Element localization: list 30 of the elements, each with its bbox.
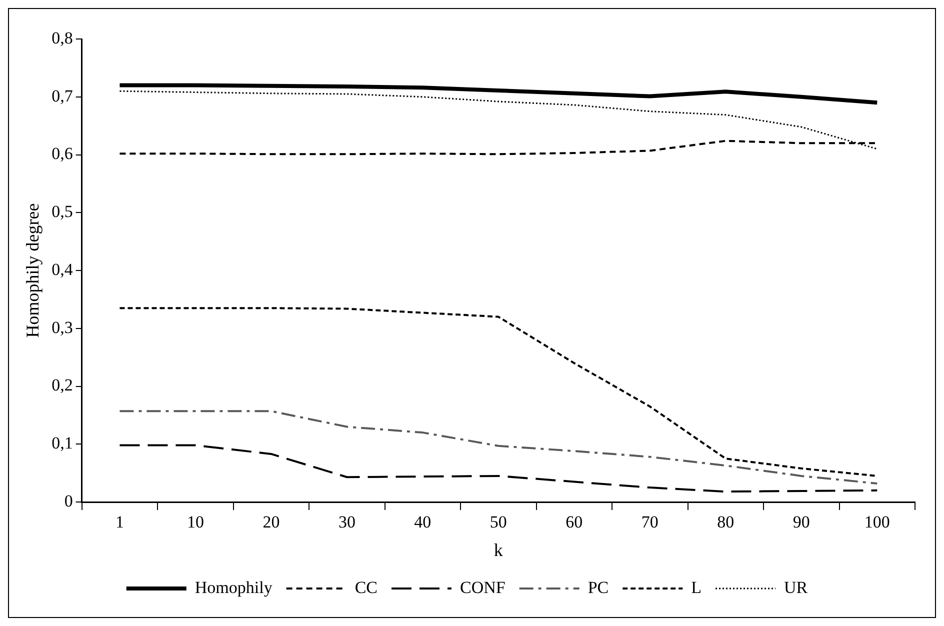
legend-label: CC bbox=[354, 578, 378, 597]
y-tick-label: 0,8 bbox=[52, 28, 73, 48]
x-tick-label: 40 bbox=[414, 512, 432, 532]
x-tick-label: 90 bbox=[792, 512, 810, 532]
x-tick-label: 70 bbox=[641, 512, 658, 532]
legend-label: L bbox=[691, 578, 702, 597]
y-tick-label: 0,6 bbox=[52, 144, 73, 164]
y-tick-label: 0,3 bbox=[52, 318, 73, 337]
line-series bbox=[118, 410, 878, 484]
line-series bbox=[118, 444, 878, 493]
legend-label: CONF bbox=[460, 578, 506, 597]
x-tick-label: 100 bbox=[864, 512, 890, 532]
x-tick-label: 60 bbox=[566, 512, 583, 532]
y-tick-label: 0,4 bbox=[52, 260, 74, 279]
x-tick-label: 10 bbox=[186, 512, 204, 532]
y-tick-label: 0 bbox=[64, 491, 73, 510]
y-tick-label: 0,5 bbox=[52, 202, 73, 222]
y-tick-label: 0,1 bbox=[52, 434, 73, 453]
x-tick-label: 20 bbox=[262, 512, 280, 532]
y-tick-label: 0,7 bbox=[52, 86, 74, 106]
x-tick-label: 30 bbox=[338, 512, 356, 532]
x-axis-title: k bbox=[494, 540, 503, 560]
legend-label: Homophily bbox=[194, 578, 273, 597]
legend-label: PC bbox=[588, 578, 609, 597]
legend-label: UR bbox=[784, 578, 808, 597]
x-tick-label: 50 bbox=[490, 512, 507, 532]
y-tick-label: 0,2 bbox=[52, 376, 73, 395]
x-tick-label: 1 bbox=[115, 512, 124, 532]
x-tick-label: 80 bbox=[717, 512, 734, 532]
y-axis-title: Homophily degree bbox=[22, 203, 43, 338]
